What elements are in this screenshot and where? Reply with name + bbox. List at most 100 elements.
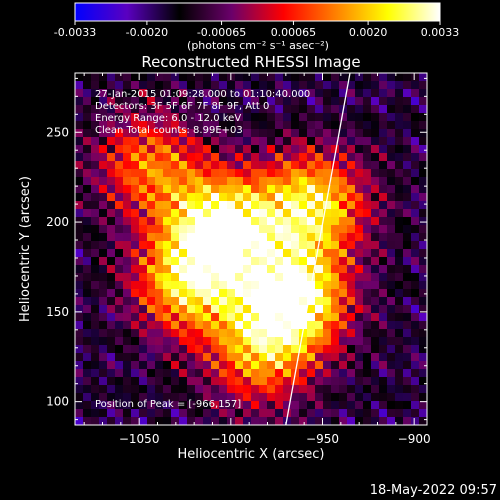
heatmap-cell	[355, 337, 364, 346]
heatmap-cell	[227, 337, 236, 346]
heatmap-cell	[195, 305, 204, 314]
heatmap-cell	[147, 217, 156, 226]
heatmap-cell	[291, 217, 300, 226]
heatmap-cell	[403, 361, 412, 370]
heatmap-cell	[115, 105, 124, 114]
heatmap-cell	[219, 257, 228, 266]
heatmap-cell	[171, 393, 180, 402]
heatmap-cell	[267, 393, 276, 402]
heatmap-cell	[235, 169, 244, 178]
heatmap-cell	[283, 345, 292, 354]
heatmap-cell	[411, 209, 420, 218]
heatmap-cell	[267, 105, 276, 114]
heatmap-cell	[195, 241, 204, 250]
heatmap-cell	[179, 337, 188, 346]
heatmap-cell	[403, 137, 412, 146]
heatmap-cell	[371, 105, 380, 114]
heatmap-cell	[395, 249, 404, 258]
heatmap-cell	[339, 153, 348, 162]
heatmap-cell	[187, 145, 196, 154]
heatmap-cell	[235, 393, 244, 402]
heatmap-cell	[291, 265, 300, 274]
heatmap-cell	[315, 137, 324, 146]
heatmap-cell	[395, 81, 404, 90]
heatmap-cell	[251, 329, 260, 338]
heatmap-cell	[307, 329, 316, 338]
heatmap-cell	[387, 401, 396, 410]
heatmap-cell	[155, 249, 164, 258]
heatmap-cell	[163, 385, 172, 394]
heatmap-cell	[291, 337, 300, 346]
heatmap-cell	[267, 121, 276, 130]
heatmap-cell	[179, 393, 188, 402]
heatmap-cell	[387, 249, 396, 258]
heatmap-cell	[99, 377, 108, 386]
heatmap-cell	[275, 353, 284, 362]
heatmap-cell	[291, 153, 300, 162]
heatmap-cell	[115, 409, 124, 418]
heatmap-cell	[147, 329, 156, 338]
heatmap-cell	[211, 193, 220, 202]
heatmap-cell	[347, 305, 356, 314]
heatmap-cell	[219, 209, 228, 218]
heatmap-cell	[363, 249, 372, 258]
heatmap-cell	[155, 145, 164, 154]
heatmap-cell	[91, 353, 100, 362]
heatmap-cell	[107, 337, 116, 346]
heatmap-cell	[387, 177, 396, 186]
heatmap-cell	[299, 369, 308, 378]
heatmap-cell	[227, 177, 236, 186]
heatmap-cell	[227, 273, 236, 282]
heatmap-cell	[363, 281, 372, 290]
heatmap-cell	[283, 209, 292, 218]
heatmap-cell	[99, 417, 108, 425]
heatmap-cell	[315, 153, 324, 162]
heatmap-cell	[355, 241, 364, 250]
heatmap-cell	[187, 89, 196, 98]
heatmap-cell	[243, 417, 252, 425]
heatmap-cell	[139, 313, 148, 322]
heatmap-cell	[115, 177, 124, 186]
heatmap-cell	[75, 105, 84, 114]
heatmap-cell	[419, 353, 427, 362]
heatmap-cell	[267, 241, 276, 250]
heatmap-cell	[147, 409, 156, 418]
heatmap-cell	[155, 377, 164, 386]
heatmap-cell	[115, 361, 124, 370]
heatmap-cell	[91, 73, 100, 82]
heatmap-cell	[251, 273, 260, 282]
heatmap-cell	[99, 337, 108, 346]
heatmap-cell	[147, 193, 156, 202]
heatmap-cell	[371, 241, 380, 250]
heatmap-cell	[379, 233, 388, 242]
heatmap-cell	[155, 281, 164, 290]
heatmap-cell	[195, 265, 204, 274]
heatmap-cell	[99, 353, 108, 362]
heatmap-cell	[347, 385, 356, 394]
heatmap-cell	[419, 321, 427, 330]
heatmap-cell	[283, 161, 292, 170]
heatmap-cell	[219, 153, 228, 162]
heatmap-cell	[403, 345, 412, 354]
heatmap-cell	[243, 201, 252, 210]
heatmap-cell	[139, 73, 148, 82]
heatmap-cell	[115, 297, 124, 306]
heatmap-cell	[235, 89, 244, 98]
heatmap-cell	[235, 97, 244, 106]
heatmap-cell	[291, 129, 300, 138]
heatmap-cell	[419, 153, 427, 162]
heatmap-cell	[75, 361, 84, 370]
heatmap-cell	[323, 361, 332, 370]
heatmap-cell	[283, 241, 292, 250]
heatmap-cell	[107, 377, 116, 386]
heatmap-cell	[291, 329, 300, 338]
heatmap-cell	[227, 201, 236, 210]
heatmap-cell	[91, 257, 100, 266]
heatmap-cell	[259, 113, 268, 122]
heatmap-cell	[267, 177, 276, 186]
heatmap-cell	[323, 265, 332, 274]
heatmap-cell	[235, 129, 244, 138]
heatmap-cell	[99, 369, 108, 378]
heatmap-cell	[123, 73, 132, 82]
heatmap-cell	[75, 121, 84, 130]
